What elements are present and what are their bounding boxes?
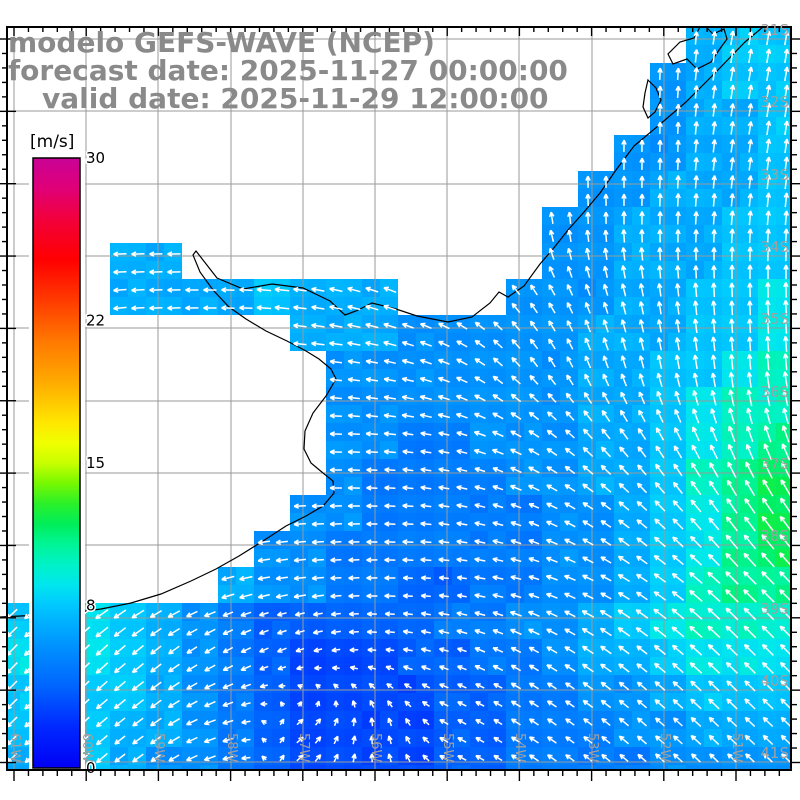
latitude-labels: 31S 32S 33S 34S 35S 36S 37S 38S 39S 40S 41S bbox=[760, 21, 789, 762]
colorbar-tick-labels: 30 22 15 8 0 bbox=[85, 148, 107, 779]
lat-label: 31S bbox=[760, 21, 789, 39]
lon-label: 54W bbox=[512, 733, 527, 763]
lat-label: 36S bbox=[760, 383, 789, 401]
colorbar-tick-label: 8 bbox=[86, 596, 96, 614]
lat-label: 41S bbox=[760, 744, 789, 762]
lon-label: 59W bbox=[151, 733, 166, 763]
lon-label: 51W bbox=[729, 733, 744, 763]
colorbar-tick-label: 30 bbox=[86, 149, 105, 167]
map-frame bbox=[6, 26, 792, 771]
lon-label: 53W bbox=[585, 733, 600, 763]
lat-label: 38S bbox=[760, 527, 789, 545]
lon-label: 61W bbox=[7, 733, 22, 763]
lat-label: 37S bbox=[760, 455, 789, 473]
lon-label: 55W bbox=[440, 733, 455, 763]
title-model-line: modelo GEFS-WAVE (NCEP) bbox=[8, 26, 435, 59]
colorbar-gradient bbox=[32, 157, 81, 769]
lat-label: 39S bbox=[760, 600, 789, 618]
lon-label: 60W bbox=[79, 733, 94, 763]
colorbar-unit-label: [m/s] bbox=[30, 132, 74, 152]
colorbar-tick-label: 0 bbox=[86, 759, 96, 777]
axis-ticks bbox=[0, 27, 800, 781]
lat-label: 32S bbox=[760, 93, 789, 111]
lon-label: 52W bbox=[657, 733, 672, 763]
lat-label: 40S bbox=[760, 672, 789, 690]
lat-label: 34S bbox=[760, 238, 789, 256]
title-valid-date-line: valid date: 2025-11-29 12:00:00 bbox=[42, 82, 549, 115]
lon-label: 56W bbox=[368, 733, 383, 763]
longitude-labels: 61W 60W 59W 58W 57W 56W 55W 54W 53W 52W 51W bbox=[7, 733, 744, 763]
wind-arrows bbox=[7, 30, 791, 764]
coastline-path bbox=[0, 26, 764, 618]
lat-label: 35S bbox=[760, 310, 789, 328]
map-title: modelo GEFS-WAVE (NCEP) forecast date: 2… bbox=[8, 26, 568, 115]
colorbar-tick-label: 22 bbox=[86, 312, 105, 330]
lon-label: 57W bbox=[296, 733, 311, 763]
coastline-path bbox=[642, 78, 662, 119]
title-forecast-date-line: forecast date: 2025-11-27 00:00:00 bbox=[8, 54, 568, 87]
lon-label: 58W bbox=[224, 733, 239, 763]
colorbar: [m/s] 30 22 15 8 0 bbox=[29, 132, 107, 779]
lat-label: 33S bbox=[760, 166, 789, 184]
colorbar-tick-label: 15 bbox=[86, 454, 105, 472]
